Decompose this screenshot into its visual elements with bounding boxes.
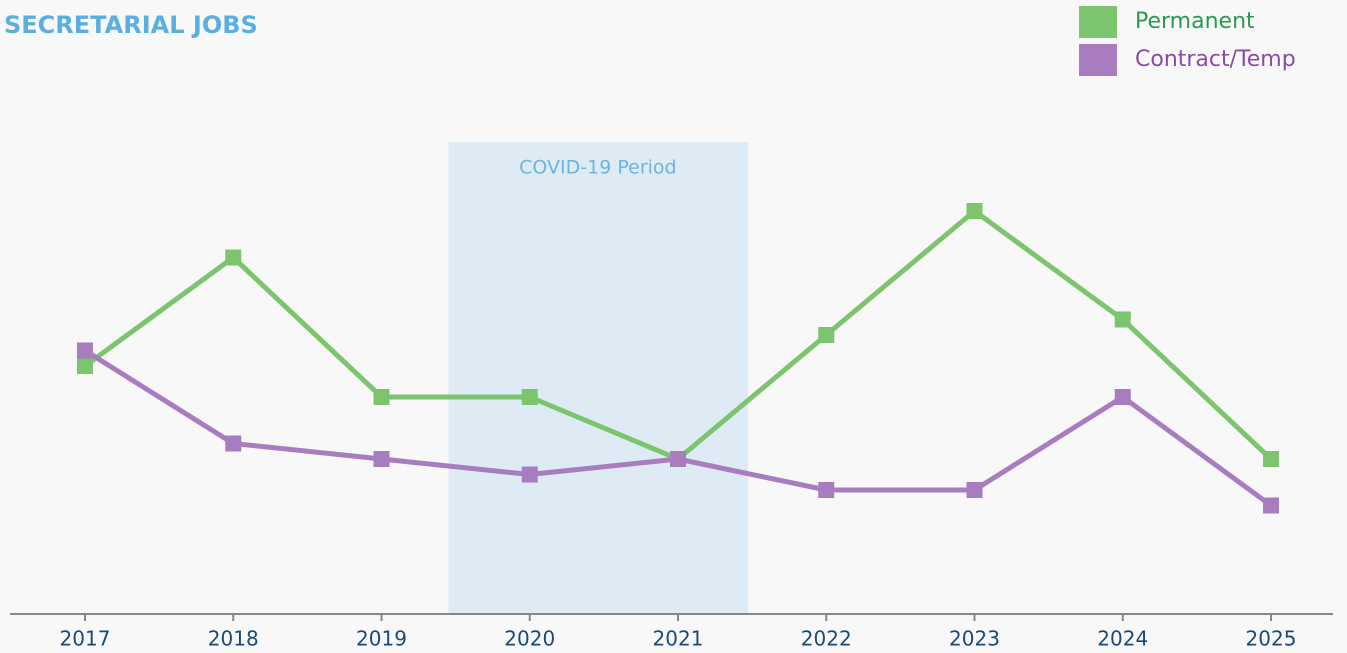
- point-marker: [1114, 389, 1131, 405]
- x-tick-label: 2021: [653, 627, 704, 651]
- point-marker: [521, 466, 538, 483]
- point-marker: [670, 451, 686, 467]
- point-marker: [1114, 311, 1131, 328]
- x-tick-label: 2017: [60, 627, 111, 651]
- point-marker: [818, 327, 835, 343]
- x-tick-label: 2020: [504, 627, 555, 651]
- covid-band: [448, 142, 749, 614]
- point-marker: [1263, 451, 1279, 467]
- legend-swatch: [1079, 44, 1117, 76]
- point-marker: [373, 451, 390, 467]
- point-marker: [77, 358, 93, 374]
- x-tick-label: 2023: [949, 627, 1000, 651]
- x-tick-label: 2018: [208, 627, 259, 651]
- chart-title: SECRETARIAL JOBS: [4, 11, 258, 39]
- point-marker: [77, 342, 93, 359]
- x-tick-label: 2019: [356, 627, 407, 651]
- point-marker: [225, 249, 242, 266]
- point-marker: [966, 203, 983, 219]
- point-marker: [521, 389, 538, 405]
- legend-label: Permanent: [1135, 9, 1255, 34]
- point-marker: [373, 389, 390, 405]
- point-marker: [1263, 497, 1279, 514]
- point-marker: [966, 482, 983, 498]
- x-tick-label: 2022: [801, 627, 852, 651]
- x-tick-label: 2024: [1097, 627, 1148, 651]
- annotation: COVID-19 Period: [519, 157, 676, 179]
- point-marker: [225, 435, 242, 452]
- point-marker: [818, 482, 835, 498]
- legend-label: Contract/Temp: [1135, 47, 1296, 72]
- x-tick-label: 2025: [1246, 627, 1297, 651]
- legend-swatch: [1079, 6, 1117, 38]
